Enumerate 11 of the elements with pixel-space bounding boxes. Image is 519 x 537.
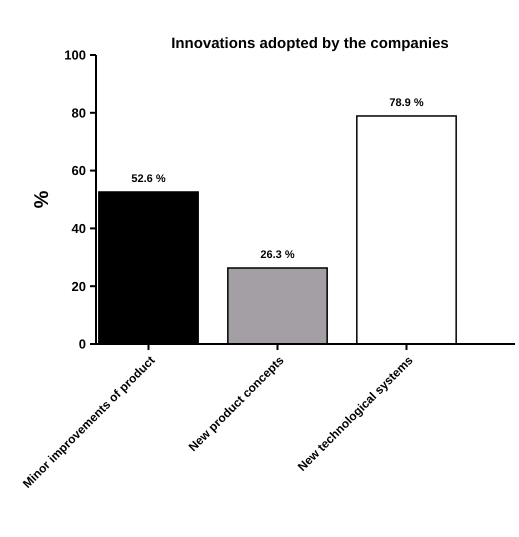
- data-label: 52.6 %: [131, 172, 166, 185]
- y-tick-label: 60: [72, 163, 86, 178]
- chart-title: Innovations adopted by the companies: [171, 35, 449, 52]
- y-tick-label: 80: [72, 105, 86, 120]
- y-tick-label: 0: [78, 336, 86, 352]
- data-label: 78.9 %: [389, 96, 424, 109]
- y-tick-label: 40: [72, 220, 86, 236]
- y-axis-title: %: [31, 190, 53, 208]
- y-tick-label: 20: [72, 278, 86, 294]
- y-tick-label: 100: [64, 48, 86, 63]
- data-label: 26.3 %: [260, 248, 295, 261]
